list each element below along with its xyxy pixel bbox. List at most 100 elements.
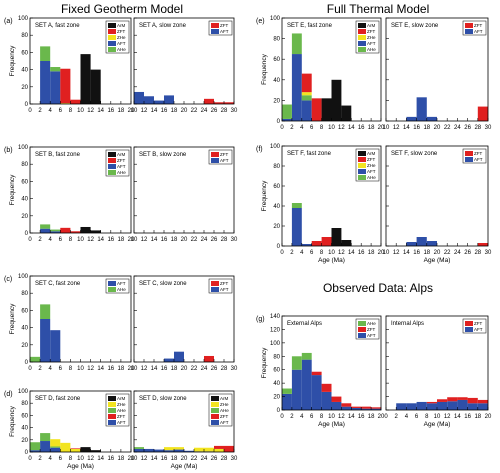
ylabel-f: Frequency <box>261 180 268 211</box>
xtick-label-e2-10: 30 <box>485 125 492 131</box>
xtick-label-d2-10: 30 <box>231 456 238 462</box>
xtick-label-e-2: 4 <box>300 125 304 131</box>
bar-a2-AFT-3 <box>164 95 174 104</box>
xtick-label-e-9: 18 <box>368 125 375 131</box>
xtick-label-c-0: 0 <box>28 366 32 372</box>
legend-label-e-ZFT: ZFT <box>367 29 375 34</box>
legend-label-b-AHe: AHe <box>117 170 126 175</box>
bar-e-ZFT-2 <box>301 73 312 93</box>
xtick-label-f2-9: 28 <box>474 250 481 256</box>
ytick-label-d-1: 20 <box>21 438 28 444</box>
legend-label-d-AFT: AFT <box>117 420 126 425</box>
legend-label-f-ZHe: ZHe <box>367 163 376 168</box>
xtick-label-f-7: 14 <box>348 250 355 256</box>
xtick-label-a-9: 18 <box>118 108 125 114</box>
ytick-label-a-3: 60 <box>21 50 28 56</box>
xtick-label-a2-8: 26 <box>211 108 218 114</box>
xtick-label-d2-3: 16 <box>161 456 168 462</box>
bar-c2-AFT-3 <box>164 358 174 362</box>
bar-g-AFT-8 <box>361 408 372 410</box>
bar-b-AFT-1 <box>40 228 51 233</box>
xtick-label-f-9: 18 <box>368 250 375 256</box>
xtick-label-a2-1: 12 <box>141 108 148 114</box>
bar-a2-AFT-1 <box>144 96 154 104</box>
xtick-label-e-3: 6 <box>310 125 314 131</box>
xtick-label-g-0: 0 <box>280 414 284 420</box>
bar-c-AHe-1 <box>40 304 51 319</box>
panel-title-b: SET B, fast zone <box>35 152 81 158</box>
panel-title-f2: SET F, slow zone <box>391 151 438 157</box>
bar-g-ZFT-6 <box>341 403 352 407</box>
xtick-label-f-5: 10 <box>328 250 335 256</box>
bar-d2-AFT-1 <box>144 448 154 452</box>
legend-label-d-ArM: ArM <box>117 396 126 401</box>
legend-label-d2-ArM: ArM <box>220 396 229 401</box>
bar-e-ArM-5 <box>331 79 342 121</box>
ytick-label-c-0: 0 <box>25 360 29 366</box>
xtick-label-f-6: 12 <box>338 250 345 256</box>
xlabel-g: Age (Ma) <box>318 421 345 428</box>
legend-swatch-f-AHe <box>358 175 366 180</box>
ylabel-g: Frequency <box>261 347 268 378</box>
bar-a-ZFT-4 <box>70 99 81 104</box>
ytick-label-a-5: 100 <box>18 16 29 22</box>
ytick-label-a-1: 20 <box>21 85 28 91</box>
panel-title-c2: SET C, slow zone <box>139 281 187 287</box>
legend-swatch-g-AHe <box>358 321 366 326</box>
panel-title-e2: SET E, slow zone <box>391 23 439 29</box>
ytick-label-b-1: 20 <box>21 214 28 220</box>
xtick-label-c-4: 8 <box>69 366 73 372</box>
legend-label-g2-AFT: AFT <box>474 327 483 332</box>
xtick-label-b2-5: 20 <box>181 237 188 243</box>
chart-panel-f: 0 2 4 6 8 10 12 14 16 18 20020406080100FrequencyAg… <box>256 144 385 264</box>
legend-label-e2-AFT: AFT <box>474 29 483 34</box>
chart-panel-b: 0 2 4 6 8 10 12 14 16 18 20020406080100Frequency(b… <box>4 145 135 243</box>
bar-g-ZFT-4 <box>321 383 332 392</box>
xtick-label-b-7: 14 <box>97 237 104 243</box>
xtick-label-d2-1: 12 <box>141 456 148 462</box>
xtick-label-g-4: 8 <box>320 414 324 420</box>
xtick-label-d2-2: 14 <box>151 456 158 462</box>
xlabel-f: Age (Ma) <box>318 257 345 264</box>
ytick-label-e-3: 60 <box>273 57 280 63</box>
panel-title-e: SET E, fast zone <box>287 23 333 29</box>
legend-swatch-a2-ZFT <box>211 23 219 28</box>
xtick-label-b2-9: 28 <box>221 237 228 243</box>
xtick-label-f-0: 0 <box>280 250 284 256</box>
legend-label-d-AHe: AHe <box>117 408 126 413</box>
legend-label-c2-AFT: AFT <box>220 287 229 292</box>
xtick-label-g2-4: 8 <box>425 414 429 420</box>
ytick-label-a-2: 40 <box>21 68 28 74</box>
bar-e-ZFT-3 <box>311 98 322 121</box>
bar-e-AFT-2 <box>301 100 312 121</box>
xtick-label-b-6: 12 <box>87 237 94 243</box>
xtick-label-g2-8: 16 <box>464 414 471 420</box>
xtick-label-g2-9: 18 <box>474 414 481 420</box>
xtick-label-b-9: 18 <box>118 237 125 243</box>
panel-title-f: SET F, fast zone <box>287 151 332 157</box>
xtick-label-b2-0: 10 <box>131 237 138 243</box>
bar-f-AHe-1 <box>291 203 302 208</box>
ytick-label-d-0: 0 <box>25 450 29 456</box>
xtick-label-f2-3: 16 <box>413 250 420 256</box>
xtick-label-g-8: 16 <box>358 414 365 420</box>
xtick-label-f-8: 16 <box>358 250 365 256</box>
xtick-label-f2-7: 24 <box>454 250 461 256</box>
xtick-label-b-2: 4 <box>49 237 53 243</box>
xtick-label-g2-2: 4 <box>405 414 409 420</box>
legend-swatch-a-ZHe <box>108 35 116 40</box>
bar-a-AFT-2 <box>50 71 61 104</box>
ytick-label-c-5: 100 <box>18 274 29 280</box>
legend-swatch-f-ArM <box>358 151 366 156</box>
xtick-label-b-8: 16 <box>107 237 114 243</box>
legend-label-b-ArM: ArM <box>117 152 126 157</box>
xtick-label-a2-4: 18 <box>171 108 178 114</box>
legend-label-c-AFT: AFT <box>117 281 126 286</box>
xtick-label-g-1: 2 <box>290 414 294 420</box>
legend-label-g-AHe: AHe <box>367 321 376 326</box>
xtick-label-c-10: 20 <box>128 366 135 372</box>
bar-d-AFT-1 <box>40 441 51 452</box>
